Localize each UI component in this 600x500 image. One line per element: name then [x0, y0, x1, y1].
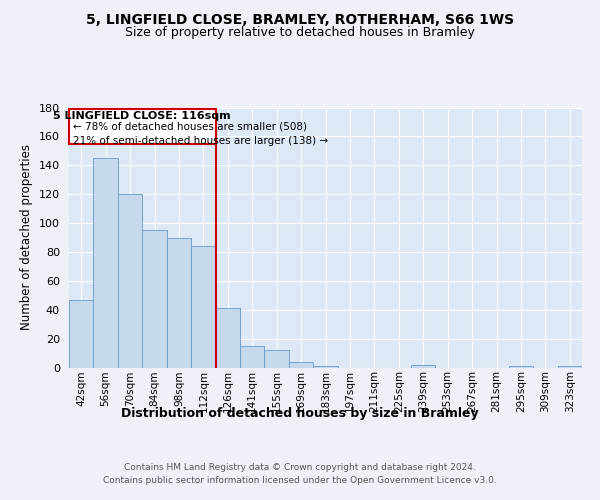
Bar — [289, 362, 313, 368]
Text: 5 LINGFIELD CLOSE: 116sqm: 5 LINGFIELD CLOSE: 116sqm — [53, 111, 231, 121]
Text: 5, LINGFIELD CLOSE, BRAMLEY, ROTHERHAM, S66 1WS: 5, LINGFIELD CLOSE, BRAMLEY, ROTHERHAM, … — [86, 12, 514, 26]
Bar — [240, 346, 265, 368]
Bar — [215, 308, 240, 368]
Bar — [557, 366, 582, 368]
Bar — [411, 364, 436, 368]
FancyBboxPatch shape — [69, 109, 215, 144]
Bar — [94, 158, 118, 368]
Bar — [191, 246, 215, 368]
Text: Contains public sector information licensed under the Open Government Licence v3: Contains public sector information licen… — [103, 476, 497, 485]
Bar — [142, 230, 167, 368]
Bar — [69, 300, 94, 368]
Bar — [509, 366, 533, 368]
Bar — [167, 238, 191, 368]
Text: 21% of semi-detached houses are larger (138) →: 21% of semi-detached houses are larger (… — [73, 136, 328, 146]
Bar — [313, 366, 338, 368]
Bar — [265, 350, 289, 368]
Text: ← 78% of detached houses are smaller (508): ← 78% of detached houses are smaller (50… — [73, 122, 307, 132]
Y-axis label: Number of detached properties: Number of detached properties — [20, 144, 33, 330]
Bar — [118, 194, 142, 368]
Text: Size of property relative to detached houses in Bramley: Size of property relative to detached ho… — [125, 26, 475, 39]
Text: Contains HM Land Registry data © Crown copyright and database right 2024.: Contains HM Land Registry data © Crown c… — [124, 462, 476, 471]
Text: Distribution of detached houses by size in Bramley: Distribution of detached houses by size … — [121, 408, 479, 420]
